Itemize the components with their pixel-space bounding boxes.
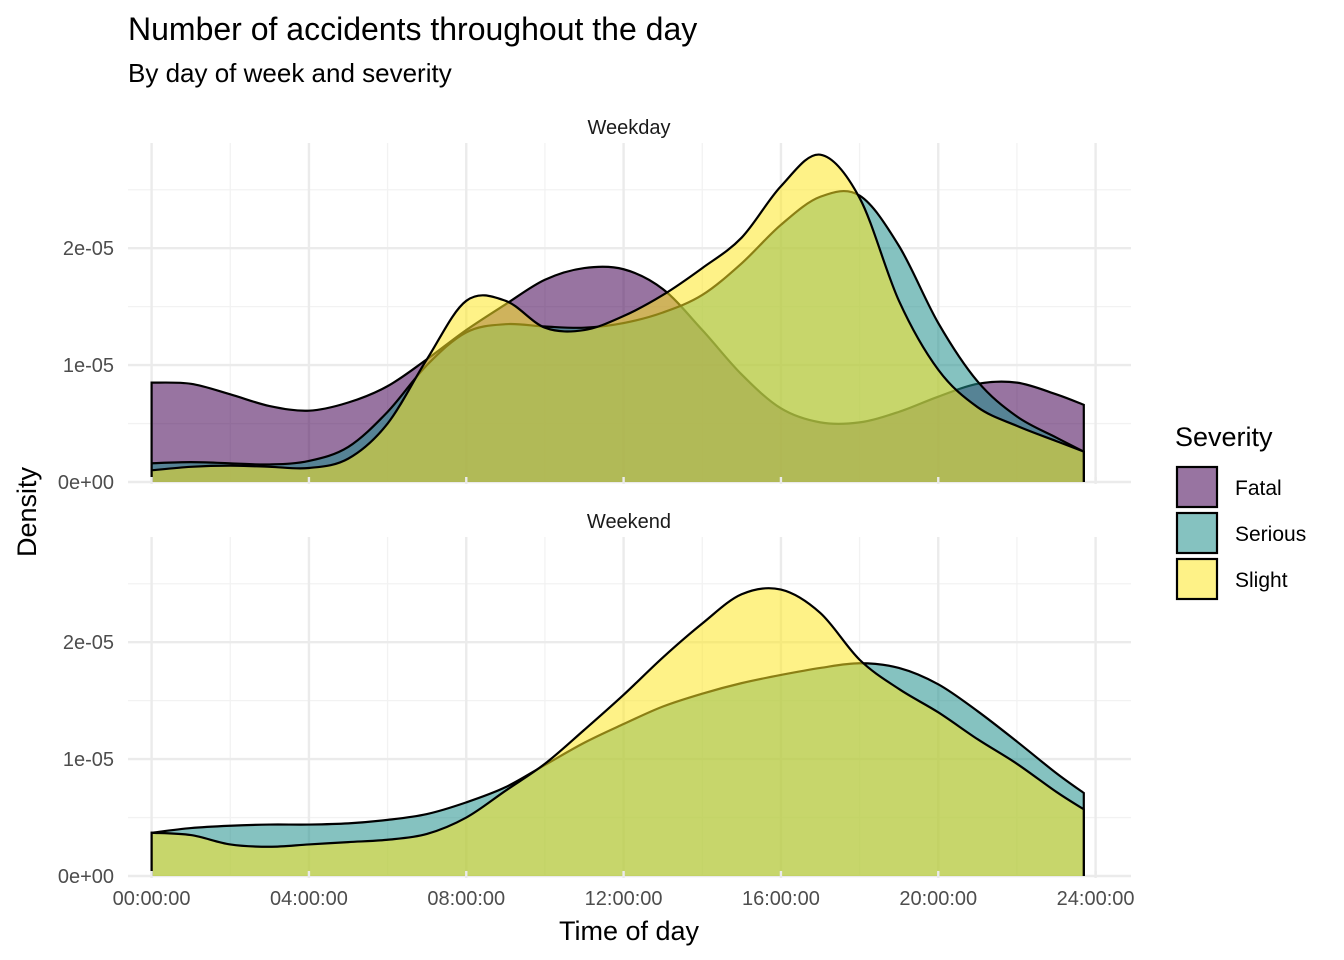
legend: Severity Fatal Serious Slight (1175, 422, 1306, 601)
legend-key-slight (1175, 557, 1219, 601)
y-tick-label: 1e-05 (63, 749, 114, 771)
legend-label-serious: Serious (1235, 523, 1306, 546)
chart-title: Number of accidents throughout the day (128, 11, 697, 47)
x-tick-label: 04:00:00 (270, 888, 348, 910)
legend-key-fatal (1175, 465, 1219, 509)
density-outline-slight (150, 153, 1085, 482)
y-tick-label: 0e+00 (58, 866, 114, 888)
panel-weekday: 0e+00 1e-05 2e-05 (58, 143, 1131, 494)
facet-label-weekday: Weekday (587, 117, 670, 139)
x-tick-label: 12:00:00 (585, 888, 663, 910)
x-tick-label: 00:00:00 (113, 888, 191, 910)
x-axis-ticks: 00:00:00 04:00:00 08:00:00 12:00:00 16:00:00… (113, 477, 1135, 910)
facet-label-weekend: Weekend (587, 511, 671, 533)
panel-weekend: 0e+00 1e-05 2e-05 (58, 537, 1131, 888)
chart-subtitle: By day of week and severity (128, 58, 452, 88)
legend-label-fatal: Fatal (1235, 477, 1282, 500)
x-tick-label: 20:00:00 (899, 888, 977, 910)
y-tick-label: 2e-05 (63, 238, 114, 260)
density-area-slight (151, 588, 1084, 876)
x-tick-label: 16:00:00 (742, 888, 820, 910)
x-tick-label: 24:00:00 (1057, 888, 1135, 910)
legend-label-slight: Slight (1235, 569, 1288, 592)
y-tick-label: 1e-05 (63, 355, 114, 377)
x-tick-label: 08:00:00 (427, 888, 505, 910)
y-tick-label: 2e-05 (63, 632, 114, 654)
legend-title: Severity (1175, 422, 1273, 452)
x-axis-title: Time of day (559, 916, 700, 946)
density-outline-slight (150, 587, 1085, 876)
legend-key-serious (1175, 511, 1219, 555)
density-area-slight (151, 154, 1084, 482)
y-tick-label: 0e+00 (58, 472, 114, 494)
y-axis-title: Density (12, 466, 42, 557)
